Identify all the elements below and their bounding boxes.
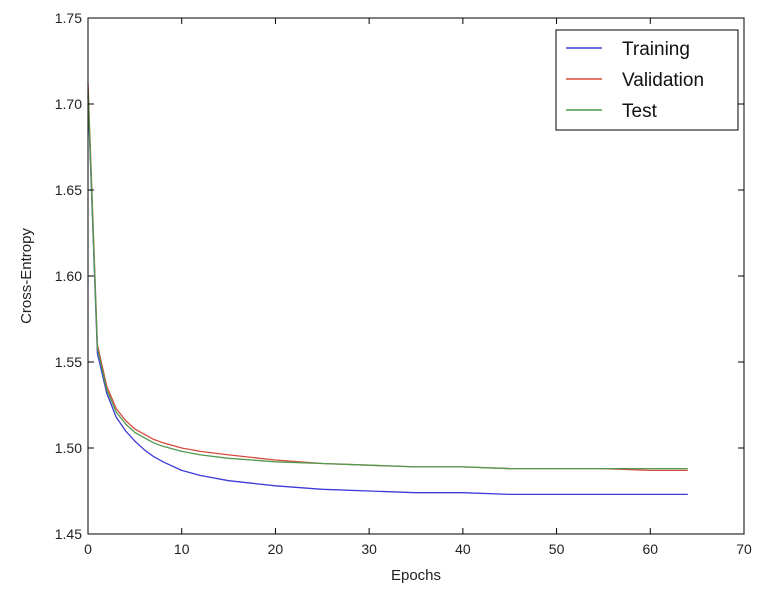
- y-tick-label: 1.50: [55, 440, 82, 456]
- y-axis: 1.45 1.50 1.55 1.60 1.65 1.70 1.75: [55, 10, 744, 542]
- x-tick-label: 40: [455, 541, 471, 557]
- legend-box: [555, 29, 739, 131]
- y-axis-label: Cross-Entropy: [18, 228, 35, 324]
- series-layer: [87, 83, 688, 496]
- x-tick-label: 70: [736, 541, 752, 557]
- y-tick-label: 1.65: [55, 182, 82, 198]
- y-tick-label: 1.55: [55, 354, 82, 370]
- x-tick-label: 0: [84, 541, 92, 557]
- x-axis: 0 10 20 30 40 50 60 70: [84, 18, 752, 557]
- legend: Training Validation Test: [555, 29, 739, 131]
- series-line-test: [87, 90, 688, 470]
- y-tick-label: 1.60: [55, 268, 82, 284]
- legend-label-validation: Validation: [622, 70, 704, 91]
- x-axis-label: Epochs: [391, 567, 441, 584]
- x-tick-label: 10: [174, 541, 190, 557]
- legend-label-test: Test: [622, 101, 658, 122]
- y-tick-label: 1.70: [55, 96, 82, 112]
- x-tick-label: 20: [268, 541, 284, 557]
- x-tick-label: 30: [361, 541, 377, 557]
- x-tick-label: 50: [549, 541, 565, 557]
- y-tick-label: 1.75: [55, 10, 82, 26]
- legend-label-training: Training: [622, 39, 690, 60]
- x-tick-label: 60: [642, 541, 658, 557]
- series-line-training: [87, 95, 688, 496]
- y-tick-label: 1.45: [55, 526, 82, 542]
